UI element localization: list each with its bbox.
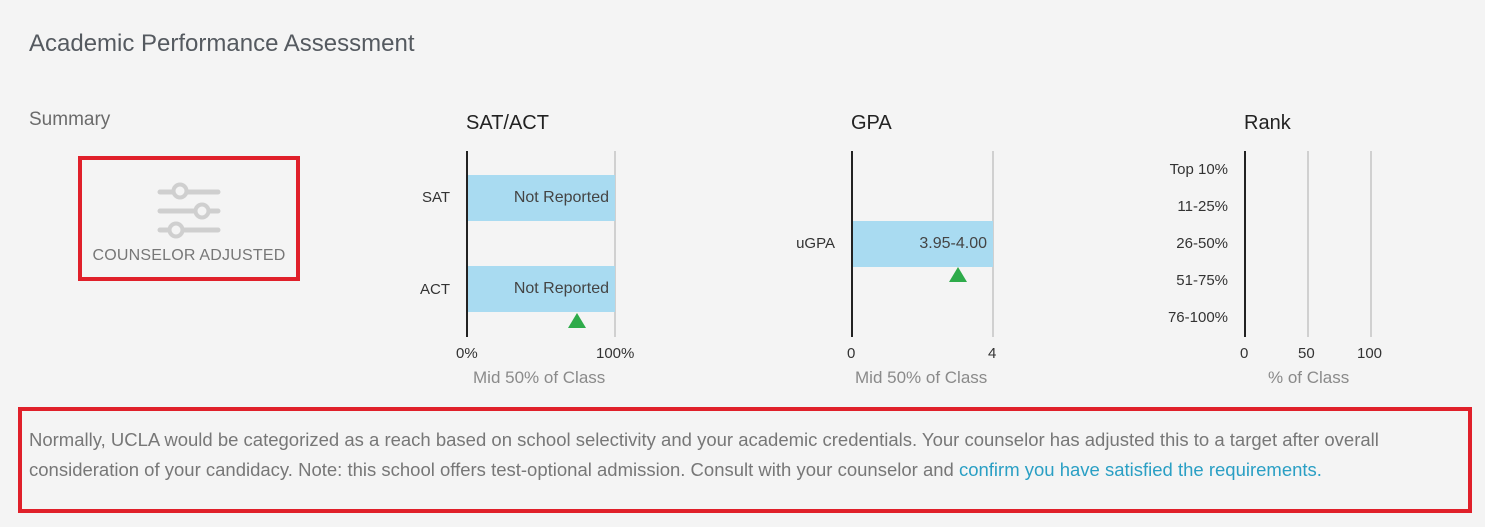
sat-act-marker <box>568 313 586 328</box>
rank-chart-title: Rank <box>1244 112 1291 134</box>
sat-bar: Not Reported <box>467 175 615 221</box>
tick-label: 50 <box>1298 345 1315 362</box>
summary-status-card: COUNSELOR ADJUSTED <box>78 156 300 281</box>
sat-act-axis-caption: Mid 50% of Class <box>473 368 606 387</box>
note-text-block: Normally, UCLA would be categorized as a… <box>29 425 1464 484</box>
tick-label: 0% <box>456 345 478 362</box>
rank-row-label: 51-75% <box>1176 272 1228 289</box>
gridline-100 <box>614 151 616 337</box>
rank-axis-caption: % of Class <box>1268 368 1350 387</box>
tick-label: 0 <box>847 345 856 362</box>
sat-label: SAT <box>421 189 450 206</box>
tick-label: 100 <box>1357 345 1383 362</box>
gpa-axis-caption: Mid 50% of Class <box>855 368 988 387</box>
rank-axis <box>1244 151 1246 337</box>
sliders-icon <box>157 182 221 239</box>
confirm-requirements-link[interactable]: confirm you have satisfied the requireme… <box>958 458 1322 480</box>
tick-label: 4 <box>988 345 997 362</box>
gridline-4 <box>992 151 994 337</box>
gpa-marker <box>949 267 967 282</box>
counselor-adjusted-label: COUNSELOR ADJUSTED <box>92 247 286 264</box>
rank-row-label: 11-25% <box>1177 198 1228 215</box>
summary-label: Summary <box>29 109 111 130</box>
ugpa-bar: 3.95-4.00 <box>853 221 993 267</box>
page-title: Academic Performance Assessment <box>29 30 415 57</box>
sat-act-chart-title: SAT/ACT <box>466 112 549 134</box>
act-bar: Not Reported <box>467 266 615 312</box>
gpa-chart-title: GPA <box>851 112 892 134</box>
rank-row-label: Top 10% <box>1169 161 1228 178</box>
note-text: Normally, UCLA would be categorized as a… <box>29 429 1379 480</box>
counselor-note: Normally, UCLA would be categorized as a… <box>18 407 1472 513</box>
tick-label: 100% <box>596 345 635 362</box>
rank-row-label: 76-100% <box>1167 309 1228 326</box>
ugpa-label: uGPA <box>796 235 835 252</box>
act-label: ACT <box>420 281 450 298</box>
rank-row-label: 26-50% <box>1176 235 1228 252</box>
tick-label: 0 <box>1240 345 1249 362</box>
sat-act-axis <box>466 151 468 337</box>
gpa-axis <box>851 151 853 337</box>
gridline-50 <box>1307 151 1309 337</box>
gridline-100 <box>1370 151 1372 337</box>
